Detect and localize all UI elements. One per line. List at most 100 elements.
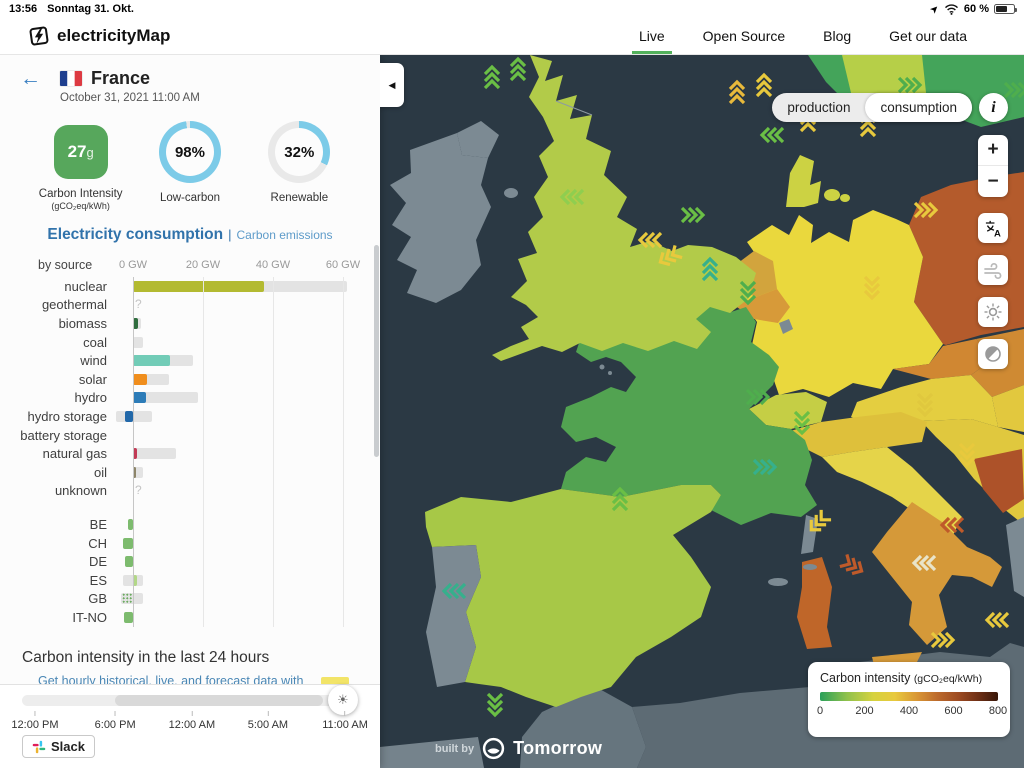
unknown-marker: ?: [135, 297, 142, 312]
nav-live[interactable]: Live: [632, 19, 672, 54]
time-slider[interactable]: ☀: [22, 685, 358, 715]
nav-blog[interactable]: Blog: [823, 28, 852, 44]
source-row-biomass[interactable]: biomass: [0, 314, 380, 333]
scotland-border: [555, 100, 593, 116]
nav-get-our-data[interactable]: Get our data: [889, 28, 967, 44]
source-row-battery-storage[interactable]: battery storage: [0, 426, 380, 445]
nav-open-source[interactable]: Open Source: [702, 28, 786, 44]
source-row-oil[interactable]: oil: [0, 463, 380, 482]
country-czechia[interactable]: [893, 339, 996, 379]
legend-tick-label: 0: [816, 705, 824, 717]
axis-tick-label: 40 GW: [255, 259, 291, 271]
country-luxembourg[interactable]: [779, 319, 793, 334]
exchange-arrow-icon: [559, 188, 585, 206]
language-button[interactable]: A: [978, 213, 1008, 243]
bar-track: [133, 317, 360, 329]
country-hungary[interactable]: [992, 385, 1024, 432]
mode-toggle: production consumption: [772, 93, 972, 122]
source-row-hydro[interactable]: hydro: [0, 389, 380, 408]
exchange-arrow-icon: [863, 275, 881, 301]
wifi-icon: [944, 4, 958, 15]
bar-track: [121, 593, 360, 605]
back-button[interactable]: ←: [20, 67, 41, 90]
exchange-arrow-icon: [728, 79, 746, 105]
time-slider-handle[interactable]: ☀: [327, 685, 358, 715]
country-sardinia[interactable]: [797, 557, 832, 649]
tick-label: 11:00 AM: [322, 719, 368, 731]
zoom-out-button[interactable]: −: [987, 170, 999, 192]
unknown-marker: ?: [135, 483, 142, 498]
exchange-arrow-icon: [755, 72, 773, 98]
status-bar: 13:56 Sonntag 31. Okt. ➤ 60 %: [0, 0, 1024, 18]
exchange-row-be[interactable]: BE: [0, 515, 380, 534]
source-label: hydro: [74, 390, 107, 406]
panel-collapse-button[interactable]: ◀: [380, 63, 404, 107]
source-row-nuclear[interactable]: nuclear: [0, 277, 380, 296]
history-link[interactable]: Get hourly historical, live, and forecas…: [38, 673, 304, 685]
app-logo[interactable]: electricityMap: [28, 25, 170, 47]
tab-carbon-emissions[interactable]: Carbon emissions: [236, 228, 333, 242]
svg-text:A: A: [993, 228, 1000, 237]
exchange-arrow-icon: [958, 442, 976, 468]
source-label: wind: [80, 353, 107, 369]
country-spain[interactable]: [425, 485, 721, 707]
tick-label: 5:00 AM: [247, 719, 289, 731]
country-germany[interactable]: [732, 210, 943, 397]
bar-track: [133, 430, 360, 441]
panel-scrollbar[interactable]: [374, 245, 379, 457]
source-row-solar[interactable]: solar: [0, 370, 380, 389]
tick-label: 6:00 PM: [94, 719, 136, 731]
timeline-tick: 6:00 PM: [95, 711, 136, 731]
legend-ticks: 0 200 400 600 800: [816, 705, 1007, 717]
info-button[interactable]: i: [979, 93, 1008, 122]
country-great-britain[interactable]: [492, 55, 756, 361]
low-carbon-metric[interactable]: 98% Low-carbon: [135, 121, 244, 211]
slack-button[interactable]: Slack: [22, 735, 95, 758]
country-italy-south[interactable]: [872, 502, 1002, 645]
tomorrow-logo-icon: [482, 737, 505, 760]
dark-mode-button[interactable]: [978, 339, 1008, 369]
country-northern-ireland[interactable]: [457, 121, 499, 158]
country-albania[interactable]: [1006, 517, 1024, 597]
zoom-in-button[interactable]: +: [978, 135, 1008, 166]
country-italy-north[interactable]: [787, 412, 927, 457]
wind-layer-button[interactable]: [978, 255, 1008, 285]
built-by[interactable]: built by Tomorrow: [435, 737, 602, 760]
source-row-unknown[interactable]: unknown?: [0, 482, 380, 501]
source-row-wind[interactable]: wind: [0, 351, 380, 370]
exchange-arrow-icon: [658, 245, 683, 267]
sun-icon: ☀: [337, 692, 349, 707]
country-bosnia[interactable]: [974, 449, 1024, 513]
toggle-production[interactable]: production: [787, 100, 851, 115]
exchange-row-de[interactable]: DE: [0, 552, 380, 571]
source-row-natural-gas[interactable]: natural gas: [0, 444, 380, 463]
exchange-arrow-icon: [509, 56, 527, 82]
source-label: natural gas: [42, 446, 107, 462]
country-ireland[interactable]: [390, 133, 491, 303]
exchange-row-gb[interactable]: GB: [0, 590, 380, 609]
country-denmark[interactable]: [786, 155, 821, 207]
country-corsica[interactable]: [801, 515, 818, 554]
carbon-intensity-metric[interactable]: 27 g Carbon Intensity (gCO₂eq/kWh): [26, 121, 135, 211]
capacity-bar: [133, 466, 144, 478]
tab-electricity-consumption[interactable]: Electricity consumption: [47, 226, 224, 243]
country-portugal[interactable]: [426, 545, 481, 687]
source-row-coal[interactable]: coal: [0, 333, 380, 352]
tick-mark: [191, 711, 193, 716]
exchange-row-ch[interactable]: CH: [0, 534, 380, 553]
country-morocco[interactable]: [520, 687, 646, 768]
renewable-metric[interactable]: 32% Renewable: [245, 121, 354, 211]
solar-layer-button[interactable]: [978, 297, 1008, 327]
exchange-row-es[interactable]: ES: [0, 571, 380, 590]
bar-track: [115, 410, 360, 422]
exchange-arrow-icon: [483, 64, 501, 90]
toggle-consumption[interactable]: consumption: [865, 93, 972, 122]
country-france[interactable]: [561, 297, 817, 525]
source-row-geothermal[interactable]: geothermal?: [0, 296, 380, 315]
europe-map[interactable]: ◀ production consumption i + − A: [380, 55, 1024, 768]
location-icon: ➤: [928, 2, 941, 15]
value-bar: [133, 355, 171, 367]
source-row-hydro-storage[interactable]: hydro storage: [0, 407, 380, 426]
exchange-row-it-no[interactable]: IT-NO: [0, 608, 380, 627]
slack-label: Slack: [51, 739, 85, 754]
